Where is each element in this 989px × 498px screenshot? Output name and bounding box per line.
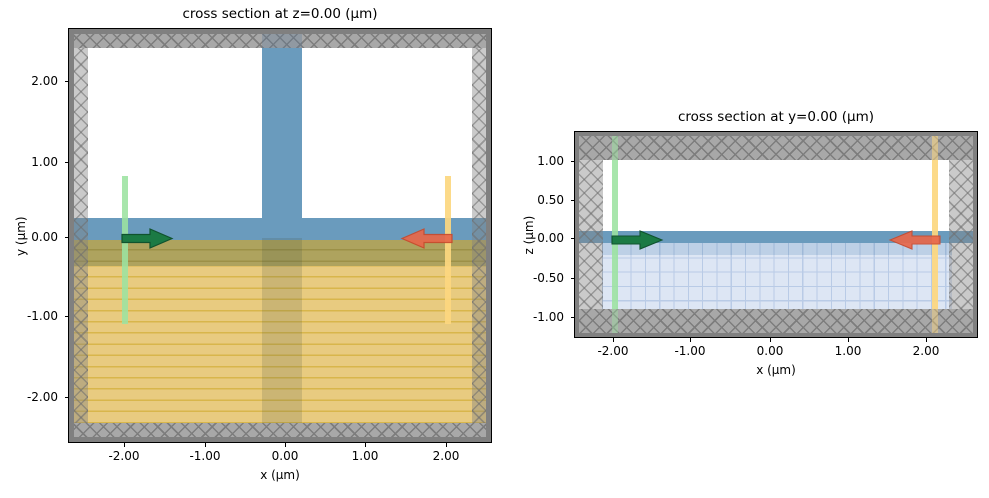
monitor-line-xy [445, 176, 451, 324]
monitor-line-pml-top-xz [932, 136, 938, 160]
source-arrow-xz [611, 230, 664, 250]
xaxis-label-xz: x (µm) [756, 363, 796, 377]
yaxis-label-xy: y (µm) [14, 216, 28, 256]
pml-outer-bottom-xy [68, 437, 492, 443]
pml-outer-top-xy [68, 28, 492, 34]
waveguide-vertical-xy [262, 28, 302, 220]
pml-outer-bottom-xz [574, 333, 978, 338]
pml-outer-top-xz [574, 131, 978, 136]
ytick-mark-xy-0 [64, 81, 68, 82]
source-line-pml-bottom-xz [612, 309, 618, 333]
ytick-mark-xz-2 [570, 238, 574, 239]
source-line-xz [612, 131, 618, 338]
xtick-mark-xy-4 [446, 443, 447, 447]
xtick-label-xy-4: 2.00 [432, 449, 460, 463]
ytick-label-xy-2: 0.00 [31, 230, 58, 244]
xtick-label-xy-1: -1.00 [189, 449, 221, 463]
xtick-mark-xz-3 [848, 338, 849, 342]
pml-inner-left-xy [74, 48, 88, 423]
pml-inner-right-xy [472, 48, 486, 423]
panel-xy-cross-section: cross section at z=0.00 (µm) -2.00 -1.00… [14, 6, 492, 482]
xtick-label-xy-3: 1.00 [351, 449, 379, 463]
ytick-mark-xy-3 [64, 316, 68, 317]
xtick-label-xz-0: -2.00 [597, 344, 629, 358]
ytick-mark-xz-0 [570, 161, 574, 162]
pml-inner-top-xz [579, 136, 973, 160]
xtick-mark-xy-2 [285, 443, 286, 447]
xtick-mark-xz-2 [770, 338, 771, 342]
panel-title-xz: cross section at y=0.00 (µm) [678, 109, 874, 125]
ytick-label-xz-0: 1.00 [537, 154, 564, 168]
pml-inner-left-xz [579, 160, 603, 309]
ytick-label-xz-4: -1.00 [532, 310, 564, 324]
xtick-mark-xz-4 [926, 338, 927, 342]
slab-waveguide-horizontal-xy [68, 218, 492, 240]
xtick-mark-xy-1 [205, 443, 206, 447]
mesh-override-top-band-xz [602, 243, 952, 255]
pml-waveguide-overlap-xy [262, 34, 302, 48]
ytick-label-xz-3: -0.50 [532, 271, 564, 285]
ytick-label-xy-0: 2.00 [31, 74, 58, 88]
pml-outer-right-xy [486, 28, 492, 443]
xtick-mark-xz-0 [613, 338, 614, 342]
ytick-mark-xz-1 [570, 200, 574, 201]
pml-outer-left-xz [574, 131, 579, 338]
ytick-label-xy-3: -1.00 [26, 309, 58, 323]
mesh-override-region-xz [602, 243, 952, 321]
panel-xz-cross-section: cross section at y=0.00 (µm) -2.00 -1.00… [522, 109, 978, 377]
ytick-mark-xz-4 [570, 317, 574, 318]
pml-outer-right-xz [973, 131, 978, 338]
panel-title-xy: cross section at z=0.00 (µm) [182, 6, 378, 22]
ytick-mark-xy-1 [64, 162, 68, 163]
ytick-mark-xy-2 [64, 237, 68, 238]
source-line-pml-top-xz [612, 136, 618, 160]
monitor-arrow-xz [888, 230, 941, 250]
waveguide-shadow-xy [262, 238, 302, 443]
pml-inner-bottom-xy [74, 423, 486, 437]
xtick-label-xz-2: 0.00 [756, 344, 784, 358]
source-line-xy [122, 176, 128, 324]
pml-outer-left-xy [68, 28, 74, 443]
xtick-label-xz-1: -1.00 [674, 344, 706, 358]
xtick-label-xy-2: 0.00 [271, 449, 299, 463]
pml-inner-right-xz [949, 160, 973, 309]
xtick-mark-xy-0 [124, 443, 125, 447]
ytick-mark-xy-4 [64, 397, 68, 398]
xaxis-label-xy: x (µm) [260, 468, 300, 482]
xtick-mark-xz-1 [690, 338, 691, 342]
xtick-label-xz-3: 1.00 [834, 344, 862, 358]
slab-waveguide-xz [574, 231, 978, 243]
xtick-mark-xy-3 [365, 443, 366, 447]
substrate-region-xy [68, 265, 492, 443]
yaxis-label-xz: z (µm) [522, 215, 536, 255]
pml-inner-bottom-xz [579, 309, 973, 333]
monitor-line-xz [932, 131, 938, 338]
source-arrow-xy [121, 228, 174, 249]
ytick-label-xz-1: 0.50 [537, 193, 564, 207]
monitor-arrow-xy [400, 228, 453, 249]
pml-inner-top-xy [74, 34, 486, 48]
ytick-mark-xz-3 [570, 278, 574, 279]
ytick-label-xy-4: -2.00 [26, 390, 58, 404]
xtick-label-xz-4: 2.00 [912, 344, 940, 358]
xtick-label-xy-0: -2.00 [108, 449, 140, 463]
monitor-line-pml-bottom-xz [932, 309, 938, 333]
ytick-label-xz-2: 0.00 [537, 231, 564, 245]
ytick-label-xy-1: 1.00 [31, 155, 58, 169]
